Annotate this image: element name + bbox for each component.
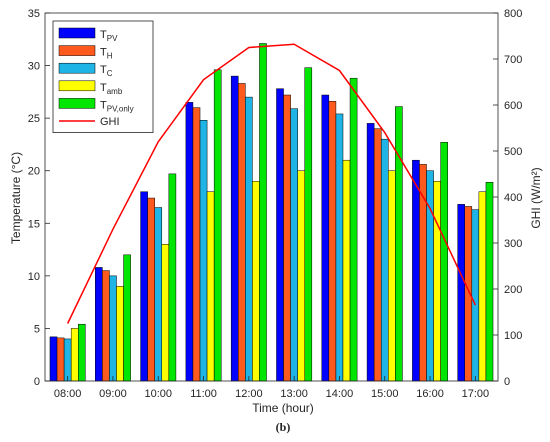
bar bbox=[457, 204, 465, 382]
legend-swatch bbox=[58, 62, 96, 74]
bar bbox=[123, 254, 131, 382]
legend-swatch bbox=[58, 27, 96, 39]
x-tick-label: 12:00 bbox=[235, 388, 263, 400]
x-tick-label: 15:00 bbox=[371, 388, 399, 400]
bar bbox=[70, 328, 79, 382]
y2-axis-label: GHI (W/m²) bbox=[529, 167, 543, 228]
bar bbox=[283, 94, 291, 382]
bar bbox=[395, 106, 403, 382]
axes-layer: 0 5 10 15 20 25 30 35 0 100 200 300 400 500 600 700 800 0… bbox=[28, 8, 523, 400]
y2-tick-label: 400 bbox=[504, 192, 522, 204]
legend-swatch bbox=[58, 98, 96, 109]
bar bbox=[185, 102, 194, 382]
x-tick-label: 16:00 bbox=[416, 388, 444, 400]
bar bbox=[95, 267, 103, 382]
bar bbox=[335, 113, 344, 382]
figure-caption: (b) bbox=[276, 420, 291, 434]
bar bbox=[290, 108, 298, 382]
series-t-amb bbox=[70, 159, 487, 382]
y-tick-label: 30 bbox=[28, 61, 40, 73]
y2-tick-label: 700 bbox=[504, 54, 522, 66]
bar bbox=[373, 128, 382, 382]
bar bbox=[304, 67, 313, 382]
legend-box bbox=[52, 20, 154, 133]
bar bbox=[102, 270, 110, 382]
series-t-pv-only bbox=[78, 43, 494, 382]
bar bbox=[147, 197, 155, 382]
x-tick-label: 17:00 bbox=[462, 388, 490, 400]
bar bbox=[478, 191, 487, 382]
bar bbox=[78, 323, 86, 382]
bar bbox=[380, 138, 389, 382]
bar bbox=[433, 180, 441, 382]
bar bbox=[49, 336, 58, 382]
y-tick-label: 35 bbox=[28, 8, 40, 20]
bar bbox=[192, 107, 201, 382]
x-tick-label: 09:00 bbox=[99, 388, 127, 400]
x-axis-label: Time (hour) bbox=[252, 401, 314, 415]
bar bbox=[426, 170, 434, 382]
bar bbox=[56, 337, 65, 382]
y-tick-label: 5 bbox=[34, 323, 40, 335]
bar bbox=[109, 275, 117, 382]
bar bbox=[238, 83, 246, 382]
ghi-line-layer bbox=[66, 43, 477, 324]
y2-tick-label: 100 bbox=[504, 330, 522, 342]
bar bbox=[342, 159, 351, 382]
x-tick-label: 08:00 bbox=[54, 388, 82, 400]
y2-tick-label: 300 bbox=[504, 238, 522, 250]
bar bbox=[259, 43, 267, 382]
y-tick-label: 25 bbox=[28, 113, 40, 125]
x-tick-label: 14:00 bbox=[326, 388, 354, 400]
legend-swatch bbox=[58, 80, 96, 92]
bar bbox=[161, 244, 170, 382]
bar bbox=[213, 69, 222, 382]
ghi-line bbox=[66, 43, 477, 324]
y-tick-label: 15 bbox=[28, 218, 40, 230]
bar bbox=[63, 338, 72, 382]
bar bbox=[440, 142, 448, 382]
y-tick-label: 20 bbox=[28, 166, 40, 178]
y-tick-label: 10 bbox=[28, 271, 40, 283]
bar bbox=[297, 170, 305, 382]
series-t-c bbox=[63, 96, 480, 382]
x-tick-label: 13:00 bbox=[280, 388, 308, 400]
y2-tick-label: 800 bbox=[504, 8, 522, 20]
y2-tick-label: 0 bbox=[504, 376, 510, 388]
legend-swatch bbox=[58, 45, 96, 56]
bar bbox=[116, 286, 124, 382]
series-t-h bbox=[56, 83, 473, 382]
x-tick-label: 11:00 bbox=[190, 388, 217, 400]
bars-layer bbox=[49, 43, 494, 382]
bar bbox=[199, 120, 208, 382]
bar bbox=[471, 209, 480, 382]
y2-tick-label: 500 bbox=[504, 146, 522, 158]
bar bbox=[328, 101, 337, 382]
legend-label: GHI bbox=[100, 116, 120, 128]
bar bbox=[168, 173, 177, 382]
y-tick-label: 0 bbox=[34, 376, 40, 388]
bar bbox=[366, 123, 375, 382]
bar bbox=[388, 170, 396, 382]
bar bbox=[154, 207, 163, 382]
bar bbox=[485, 182, 494, 382]
y2-tick-label: 600 bbox=[504, 100, 522, 112]
bar bbox=[140, 191, 148, 382]
y-axis-label: Temperature (°C) bbox=[9, 152, 23, 244]
y2-tick-label: 200 bbox=[504, 284, 522, 296]
bar bbox=[252, 180, 260, 382]
bar bbox=[321, 94, 330, 382]
bar bbox=[230, 75, 239, 382]
bar bbox=[349, 77, 358, 382]
x-tick-label: 10:00 bbox=[144, 388, 172, 400]
bar bbox=[245, 96, 253, 382]
bar bbox=[206, 191, 215, 382]
bar bbox=[276, 88, 284, 382]
bar bbox=[412, 159, 420, 382]
